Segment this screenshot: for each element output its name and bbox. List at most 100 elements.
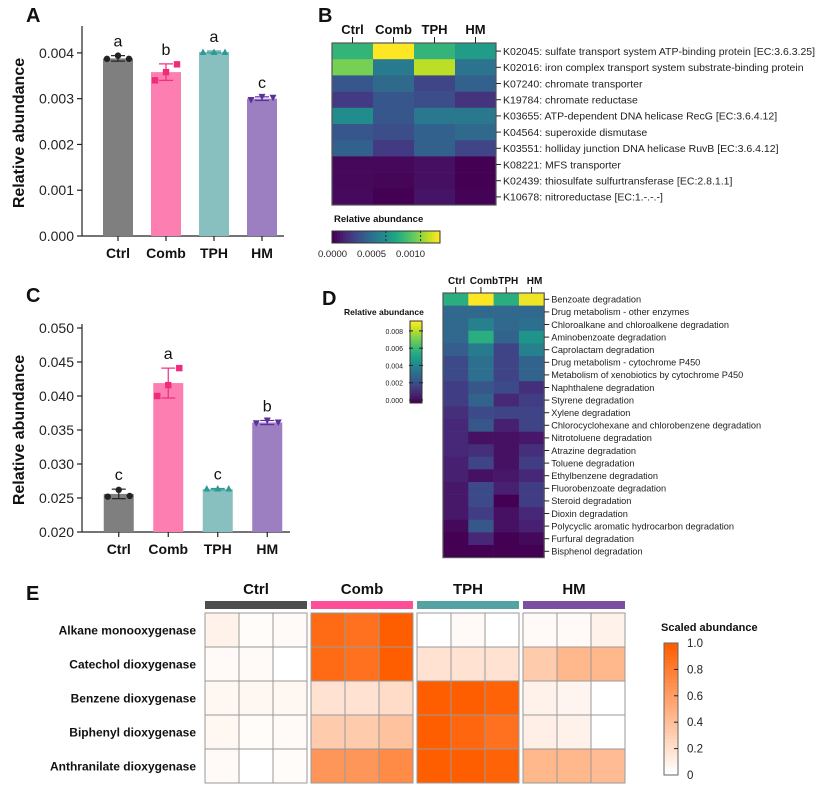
row-label: K02439: thiosulfate sulfurtransferase [E… [503,175,732,187]
y-tick-label: 0.020 [39,524,74,540]
colorbar-segment [410,347,422,351]
y-tick-label: 0.001 [39,182,74,198]
data-point [252,420,260,427]
heatmap-cell [522,680,558,716]
heatmap-cell [493,305,520,319]
colorbar-segment [410,321,422,324]
heatmap-cell [414,172,456,190]
heatmap-cell [443,532,469,546]
bar [153,383,184,532]
colorbar-segment [410,394,422,398]
heatmap-cell [204,714,240,750]
colorbar-segment [380,231,384,243]
heatmap-cell [238,612,274,648]
row-label: K02016: iron complex transport system su… [503,62,804,74]
x-tick-label: Ctrl [107,541,131,557]
heatmap-cell [204,680,240,716]
row-label: Steroid degradation [551,496,631,506]
heatmap-cell [493,456,520,470]
colorbar-tick-label: 0.002 [385,381,403,388]
heatmap-cell [493,368,520,382]
heatmap-cell [378,612,414,648]
heatmap-cell [518,419,545,432]
colorbar-segment [664,682,678,687]
data-point [247,97,255,104]
colorbar-segment [410,392,422,396]
heatmap-cell [450,748,486,784]
heatmap-cell [484,680,520,716]
heatmap-cell [493,419,520,432]
heatmap-cell [455,156,497,173]
data-point [125,55,133,63]
colorbar-title: Relative abundance [344,307,424,317]
x-tick-label: Comb [146,245,186,261]
colorbar-tick-label: 0 [687,770,693,782]
bar [103,493,134,532]
heatmap-cell [416,612,452,648]
colorbar-segment [410,329,422,332]
heatmap-cell [518,469,545,483]
y-tick-label: 0.040 [39,388,74,404]
heatmap-cell [556,714,592,750]
heatmap-cell [414,107,456,125]
heatmap-cell [493,343,520,357]
heatmap-cell [332,124,374,141]
heatmap-cell [493,482,520,495]
heatmap-cell [468,368,494,382]
heatmap-cell [493,444,520,458]
group-color-bar [311,601,413,609]
group-color-bar [523,601,625,609]
colorbar-segment [664,669,678,674]
heatmap-cell [468,456,494,470]
bar-chart-a: 0.000 0.001 0.002 0.003 0.004 Relative abunda… [11,26,284,261]
data-point [258,93,266,101]
heatmap-cell [443,419,469,432]
column-label: Ctrl [341,22,363,37]
colorbar-segment [342,231,346,243]
heatmap-cell [455,59,497,76]
colorbar-segment [369,231,373,243]
row-label: Polycyclic aromatic hydrocarbon degradat… [551,521,734,531]
panel-label: D [322,288,336,310]
significance-letter: a [164,346,173,363]
colorbar-segment [664,712,678,716]
x-tick-label: Ctrl [106,245,130,261]
colorbar-tick-label: 0.008 [385,329,403,336]
colorbar-segment [664,732,678,736]
colorbar-segment [664,679,678,683]
heatmap-cell [416,748,452,784]
heatmap-cell [493,293,520,306]
heatmap-cell [414,75,456,92]
heatmap-cell [556,748,592,784]
colorbar-segment [664,722,678,726]
colorbar-segment [410,357,422,361]
heatmap-cell [414,124,456,141]
colorbar-tick-label: 1.0 [687,638,703,650]
column-label: TPH [422,22,448,37]
heatmap-cell [518,393,545,407]
x-tick-label: HM [256,541,278,557]
colorbar-segment [437,231,441,243]
heatmap-cell [493,318,520,332]
colorbar-tick-label: 0.0005 [357,249,386,260]
colorbar-segment [664,771,678,776]
x-tick-label: Comb [148,541,188,557]
colorbar-segment [421,231,425,243]
colorbar-segment [664,699,678,703]
colorbar-segment [664,666,678,670]
row-label: Dioxin degradation [551,509,628,519]
row-label: K08221: MFS transporter [503,159,621,171]
heatmap-cell [493,532,520,546]
heatmap-cell [468,494,494,508]
heatmap-cell [455,43,497,60]
heatmap-cell [450,646,486,682]
colorbar-segment [664,709,678,713]
heatmap-cell [378,714,414,750]
heatmap-cell [455,124,497,141]
bar [252,422,283,532]
heatmap-cell [493,507,520,521]
column-label: Comb [375,22,412,37]
heatmap-cell [468,406,494,420]
heatmap-cell [416,646,452,682]
colorbar-segment [410,325,422,328]
